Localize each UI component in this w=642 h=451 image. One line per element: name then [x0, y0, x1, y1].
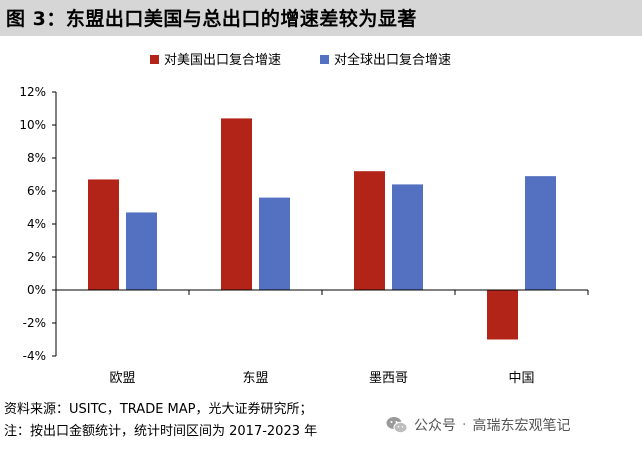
bar-2-2 — [259, 197, 290, 290]
y-tick-label: 8% — [27, 151, 46, 165]
bar-1-2 — [221, 118, 252, 291]
legend-label-1: 对美国出口复合增速 — [164, 53, 281, 68]
watermark-account: 高瑞东宏观笔记 — [472, 418, 571, 434]
bar-2-4 — [525, 176, 556, 290]
wechat-icon — [386, 417, 408, 434]
bar-chart: 对美国出口复合增速 对全球出口复合增速 -4% -2% 0% 2% 4% 6% 8% 10% 12%… — [19, 52, 589, 386]
legend-swatch-1 — [150, 55, 159, 64]
bar-2-1 — [126, 212, 157, 290]
bar-1-4 — [487, 290, 518, 340]
title-bar: 图 3：东盟出口美国与总出口的增速差较为显著 — [0, 0, 642, 36]
legend-label-2: 对全球出口复合增速 — [334, 52, 451, 68]
x-category-label: 墨西哥 — [369, 371, 408, 386]
y-tick-label: -2% — [23, 316, 46, 330]
x-category-label: 中国 — [508, 371, 534, 386]
chart-title: 图 3：东盟出口美国与总出口的增速差较为显著 — [6, 8, 417, 30]
x-category-label: 东盟 — [242, 371, 268, 386]
legend-swatch-2 — [320, 55, 329, 64]
y-tick-label: 4% — [27, 217, 46, 231]
y-tick-label: 6% — [27, 184, 46, 198]
bar-1-3 — [354, 171, 385, 290]
source-note: 资料来源：USITC，TRADE MAP，光大证券研究所； — [4, 402, 313, 417]
y-tick-label: 10% — [19, 118, 46, 132]
y-tick-label: 12% — [19, 85, 46, 99]
bar-2-3 — [392, 184, 423, 290]
footnote: 注：按出口金额统计，统计时间区间为 2017-2023 年 — [4, 424, 318, 439]
x-category-label: 欧盟 — [109, 371, 135, 386]
y-tick-label: -4% — [23, 349, 46, 363]
watermark-label: 公众号 — [414, 418, 456, 434]
y-tick-label: 2% — [27, 250, 46, 264]
watermark: 公众号 · 高瑞东宏观笔记 — [386, 414, 571, 436]
watermark-separator: · — [462, 417, 467, 433]
bar-1-1 — [88, 179, 119, 290]
y-tick-label: 0% — [27, 283, 46, 297]
